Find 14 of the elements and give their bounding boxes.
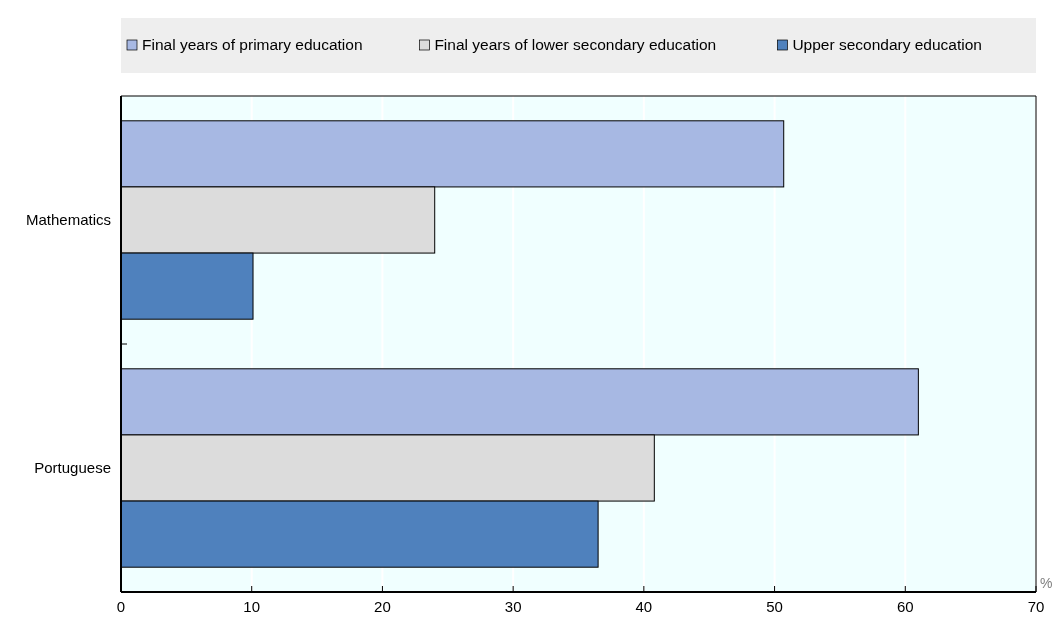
y-tick-label: Portuguese [34,459,111,476]
x-tick-label: 0 [116,598,126,615]
x-tick-label: 20 [374,598,391,615]
x-tick-label: 30 [504,598,522,615]
x-tick-label: 40 [635,598,653,615]
legend-label: Final years of lower secondary education [434,36,717,53]
x-tick-label: 10 [243,598,261,615]
x-axis-title: % [1040,575,1053,591]
legend-label: Final years of primary education [142,36,363,53]
y-tick-label: Mathematics [25,211,111,228]
x-tick-label: 50 [766,598,783,615]
x-tick-label: 60 [896,598,914,615]
legend-label: Upper secondary education [792,36,982,53]
x-tick-label: 70 [1027,598,1045,615]
